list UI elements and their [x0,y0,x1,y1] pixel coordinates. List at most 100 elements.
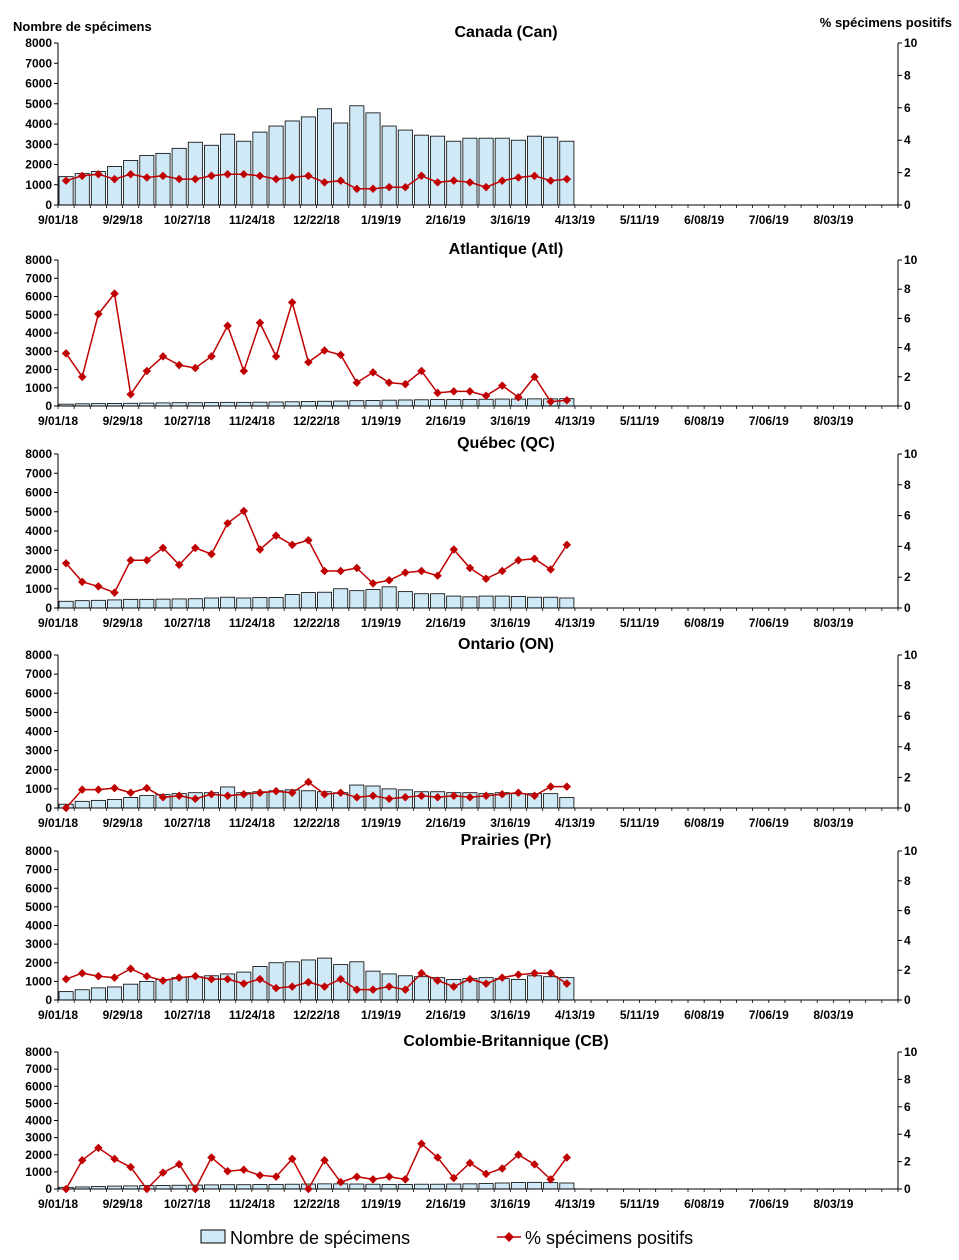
series-point [61,1184,71,1194]
y-tick-label-right: 0 [904,601,911,615]
y-tick-label-left: 5000 [25,900,52,914]
bar [187,598,203,609]
bar [123,983,139,1001]
x-tick-label: 8/03/19 [813,414,853,428]
bar [510,596,526,609]
y-tick-label-right: 4 [904,341,911,355]
x-tick-label: 3/16/19 [490,616,530,630]
y-tick-label-left: 3000 [25,937,52,951]
y-tick-label-right: 8 [904,679,911,693]
bar [284,594,300,609]
x-tick-label: 3/16/19 [490,1008,530,1022]
bar [462,1183,478,1190]
series-point [465,178,475,187]
series-point [368,368,378,377]
x-tick-label: 11/24/18 [229,816,275,830]
series-point [174,1160,184,1169]
bar [365,1183,381,1190]
series-point [433,793,442,802]
x-tick-label: 12/22/18 [293,213,340,227]
series-point [191,543,200,553]
y-tick-label-left: 6000 [25,290,52,304]
bar [107,986,123,1001]
series-point [110,973,119,982]
y-tick-label-left: 0 [45,1182,52,1196]
series-point [546,565,555,574]
y-tick-label-left: 6000 [25,77,52,91]
legend: Nombre de spécimens % spécimens positifs [200,1228,693,1248]
left-axis-title: Nombre de spécimens [13,19,152,34]
bar [284,120,300,206]
x-tick-label: 11/24/18 [229,213,275,227]
series-point [562,174,572,184]
x-tick-label: 4/13/19 [555,213,595,227]
series-point [126,1162,135,1172]
bar [123,160,139,206]
bar [478,137,494,206]
series-point [77,968,87,978]
bar [413,976,429,1001]
series-point [255,318,265,328]
series-point [497,790,507,799]
bar [510,1182,526,1190]
bar [139,795,155,809]
bar [107,798,123,809]
series-point [384,1172,394,1181]
series-point [110,1154,119,1164]
y-tick-label-left: 1000 [25,178,52,192]
series-point [191,1184,200,1194]
x-tick-label: 10/27/18 [164,816,211,830]
series-point [174,360,184,370]
y-tick-label-right: 8 [904,478,911,492]
series-point [401,182,410,192]
chart-panel-6: Colombie-Britannique (CB)010002000300040… [25,1033,917,1211]
y-tick-label-right: 4 [904,539,911,553]
series-line [65,509,568,594]
x-tick-label: 3/16/19 [490,213,530,227]
series-point [304,171,313,181]
series-point [562,540,572,550]
x-tick-label: 1/19/19 [361,1197,401,1211]
bar [236,1184,252,1190]
series-point [61,176,71,185]
x-tick-label: 5/11/19 [620,414,660,428]
chart-panel-1: Canada (Can) 0 1000 2000 3000 4000 5000 6000 700… [25,24,917,227]
series-point [207,171,216,181]
series-point [94,785,103,794]
series-point [94,169,103,179]
x-tick-label: 5/11/19 [620,816,660,830]
series-point [320,566,329,576]
series-point [191,174,200,184]
y-tick-label-left: 8000 [25,447,52,461]
series-point [514,556,523,565]
x-tick-label: 3/16/19 [490,1197,530,1211]
bar [381,1183,397,1190]
bar [478,1183,494,1190]
x-tick-label: 9/01/18 [38,213,78,227]
x-tick-label: 8/03/19 [813,816,853,830]
series-point [562,979,572,988]
x-tick-label: 4/13/19 [555,816,595,830]
x-tick-label: 12/22/18 [293,414,340,428]
series-point [481,391,491,401]
bar [349,400,365,407]
bar [90,987,106,1001]
y-tick-label-left: 8000 [25,253,52,267]
x-tick-label: 9/29/18 [103,1008,143,1022]
series-point [255,1171,265,1180]
series-point [336,176,345,185]
y-tick-label-left: 6000 [25,486,52,500]
bar [559,597,575,609]
x-tick-label: 6/08/19 [684,414,724,428]
x-tick-label: 5/11/19 [620,1197,660,1211]
bar [317,1183,333,1190]
series-point [514,1150,523,1159]
series-point [562,782,572,791]
bar [397,129,413,206]
series-point [384,378,394,387]
series-point [287,298,297,307]
series-point [304,977,313,987]
bar [58,600,74,609]
bar [300,116,316,206]
y-tick-label-left: 3000 [25,344,52,358]
